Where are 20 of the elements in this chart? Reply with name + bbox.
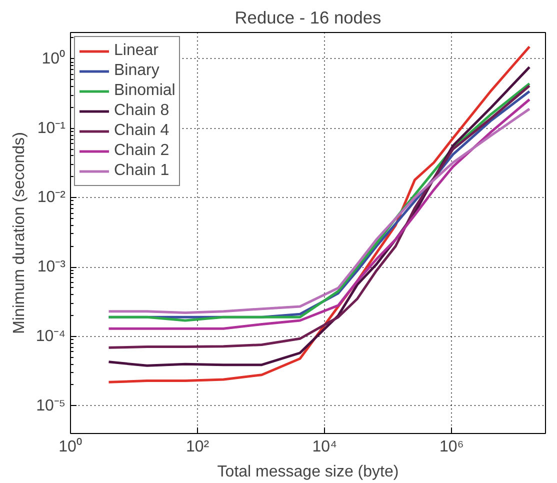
x-axis-title: Total message size (byte) xyxy=(217,464,399,480)
y-tick-label: 10⁻⁴ xyxy=(36,328,66,345)
legend-label: Chain 8 xyxy=(114,102,170,120)
legend-label: Binomial xyxy=(114,82,176,100)
y-tick-label: 10⁻⁵ xyxy=(36,397,66,414)
x-tick-label: 10⁶ xyxy=(439,438,464,456)
legend-label: Chain 1 xyxy=(114,162,170,180)
y-tick-label: 10⁻¹ xyxy=(37,120,66,137)
legend-label: Chain 2 xyxy=(114,142,170,160)
legend-label: Linear xyxy=(114,42,158,60)
legend-label: Binary xyxy=(114,62,160,80)
x-tick-label: 10⁴ xyxy=(312,438,338,456)
y-tick-label: 10⁰ xyxy=(42,49,66,68)
legend-label: Chain 4 xyxy=(114,122,170,140)
x-tick-label: 10² xyxy=(186,438,210,456)
y-tick-label: 10⁻³ xyxy=(37,258,66,276)
x-tick-label: 10⁰ xyxy=(58,438,82,456)
y-axis-title: Minimum duration (seconds) xyxy=(10,132,28,334)
y-tick-label: 10⁻² xyxy=(37,189,66,206)
chart-title: Reduce - 16 nodes xyxy=(234,8,382,28)
